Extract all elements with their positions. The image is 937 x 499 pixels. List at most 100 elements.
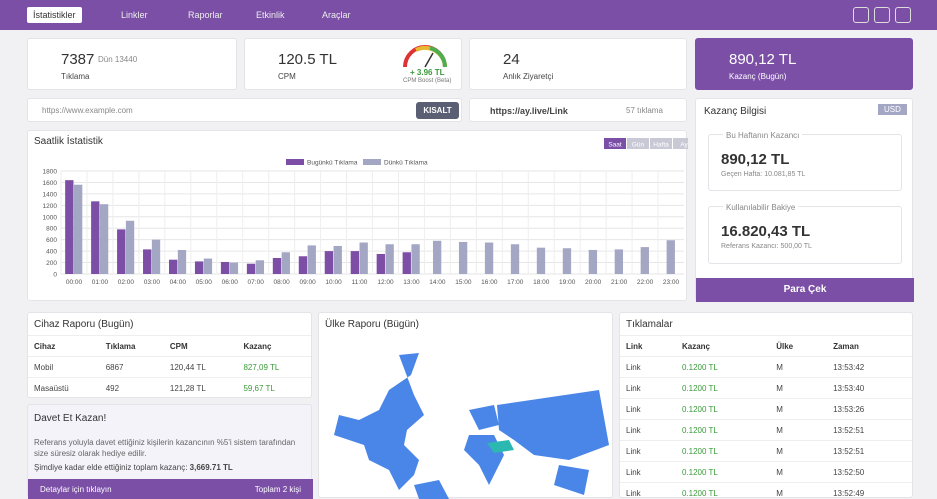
x-tick-label: 00:00 xyxy=(66,279,83,286)
bar xyxy=(333,245,342,274)
cell: 0.1200 TL xyxy=(675,461,771,483)
bar xyxy=(484,242,494,274)
bar xyxy=(324,251,334,274)
cell: 13:52:51 xyxy=(827,440,912,462)
cell: 13:53:26 xyxy=(827,398,912,420)
row: Link 0.1200 TL M 13:53:26 xyxy=(620,398,912,420)
icon-button[interactable] xyxy=(853,7,869,23)
stat-label: Tıklama xyxy=(61,72,90,81)
bar xyxy=(536,247,546,274)
bar xyxy=(151,239,161,274)
x-tick-label: 04:00 xyxy=(170,279,187,286)
details[interactable]: Detaylar için tıklayın xyxy=(40,485,112,494)
label: Bu Haftanın Kazancı xyxy=(723,131,803,140)
bar xyxy=(411,244,420,274)
link[interactable]: https://ay.live/Link xyxy=(490,106,568,116)
icon-button[interactable] xyxy=(874,7,890,23)
tab[interactable] xyxy=(673,138,688,149)
bar xyxy=(125,220,135,274)
cell: 6867 xyxy=(99,356,164,378)
sub: Referans Kazancı: 500,00 TL xyxy=(721,243,812,250)
cell: 492 xyxy=(99,377,164,399)
header-row: Cihaz Tıklama CPM Kazanç xyxy=(28,335,311,357)
stat-value: 24 xyxy=(503,51,520,68)
bar xyxy=(246,263,256,274)
y-tick-label: 1600 xyxy=(43,180,58,187)
currency[interactable]: USD xyxy=(878,104,907,115)
stat-value: 890,12 TL xyxy=(729,51,797,68)
x-tick-label: 08:00 xyxy=(274,279,291,286)
row: Link 0.1200 TL M 13:52:50 xyxy=(620,461,912,483)
row: Link 0.1200 TL M 13:52:51 xyxy=(620,440,912,462)
bar xyxy=(298,256,308,274)
nav-bar: İstatistikler Linkler Raporlar Etkinlik … xyxy=(0,0,937,30)
x-tick-label: 13:00 xyxy=(403,279,420,286)
earnings-card: Kazanç Bilgisi USD Bu Haftanın Kazancı 8… xyxy=(695,98,914,302)
x-tick-label: 01:00 xyxy=(92,279,109,286)
row: Link 0.1200 TL M 13:53:42 xyxy=(620,356,912,378)
header-cell: Zaman xyxy=(827,335,912,357)
cell: 13:53:42 xyxy=(827,356,912,378)
tab[interactable] xyxy=(627,138,649,149)
x-tick-label: 11:00 xyxy=(352,279,368,286)
link-card: https://ay.live/Link 57 tıklama xyxy=(469,98,687,122)
cell: Link xyxy=(620,377,676,399)
bar xyxy=(458,241,468,274)
header-cell: Ülke xyxy=(770,335,828,357)
tab[interactable] xyxy=(604,138,626,149)
x-tick-label: 18:00 xyxy=(533,279,550,286)
value: 890,12 TL xyxy=(721,151,790,168)
label: Kullanılabilir Bakiye xyxy=(723,203,799,212)
header-row: Link Kazanç Ülke Zaman xyxy=(620,335,912,357)
bar xyxy=(73,184,83,274)
x-tick-label: 05:00 xyxy=(196,279,213,286)
row: Link 0.1200 TL M 13:53:40 xyxy=(620,377,912,399)
x-tick-label: 20:00 xyxy=(585,279,602,286)
icon-button[interactable] xyxy=(895,7,911,23)
tab[interactable] xyxy=(650,138,672,149)
legend-swatch xyxy=(363,159,381,165)
cell: Link xyxy=(620,356,676,378)
bar xyxy=(255,260,265,274)
cell: Masaüstü xyxy=(28,377,100,399)
nav-item[interactable]: Linkler xyxy=(121,10,148,20)
text: Referans yoluyla davet ettiğiniz kişiler… xyxy=(34,438,296,458)
bar xyxy=(65,180,74,274)
nav-item[interactable]: Araçlar xyxy=(322,10,351,20)
cell: M xyxy=(770,419,828,441)
nav-item[interactable]: İstatistikler xyxy=(27,7,82,23)
bar xyxy=(350,251,360,274)
bar xyxy=(168,259,178,274)
header-cell: CPM xyxy=(163,335,238,357)
stat-value: 7387 xyxy=(61,51,95,68)
bar xyxy=(402,252,411,274)
total-value: 3,669.71 TL xyxy=(189,463,233,472)
boost-label: CPM Boost (Beta) xyxy=(403,78,452,84)
bar xyxy=(281,252,290,274)
x-tick-label: 23:00 xyxy=(663,279,680,286)
y-tick-label: 800 xyxy=(46,226,57,233)
cell: 0.1200 TL xyxy=(675,377,771,399)
bar xyxy=(562,248,572,274)
country-card: Ülke Raporu (Bügün) xyxy=(318,312,613,499)
balance-box: Kullanılabilir Bakiye 16.820,43 TL Refer… xyxy=(708,203,902,264)
gauge xyxy=(403,45,447,68)
nav-item[interactable]: Raporlar xyxy=(188,10,223,20)
device-card: Cihaz Raporu (Bugün) Cihaz Tıklama CPM Kaza… xyxy=(27,312,312,399)
cell: Link xyxy=(620,482,676,497)
bar xyxy=(359,242,368,274)
cell: M xyxy=(770,398,828,420)
withdraw-button[interactable]: Para Çek xyxy=(696,278,914,302)
x-tick-label: 16:00 xyxy=(481,279,498,286)
nav-item[interactable]: Etkinlik xyxy=(256,10,285,20)
cell: 0.1200 TL xyxy=(675,356,771,378)
shorten-button[interactable]: KISALT xyxy=(416,102,459,119)
stat-label: Anlık Ziyaretçi xyxy=(503,72,554,81)
bar xyxy=(91,201,100,274)
url-input[interactable]: https://www.example.com KISALT xyxy=(27,98,462,122)
tab-label: Hafta xyxy=(653,142,669,149)
cell: M xyxy=(770,377,828,399)
x-tick-label: 14:00 xyxy=(429,279,446,286)
bar xyxy=(385,244,394,274)
